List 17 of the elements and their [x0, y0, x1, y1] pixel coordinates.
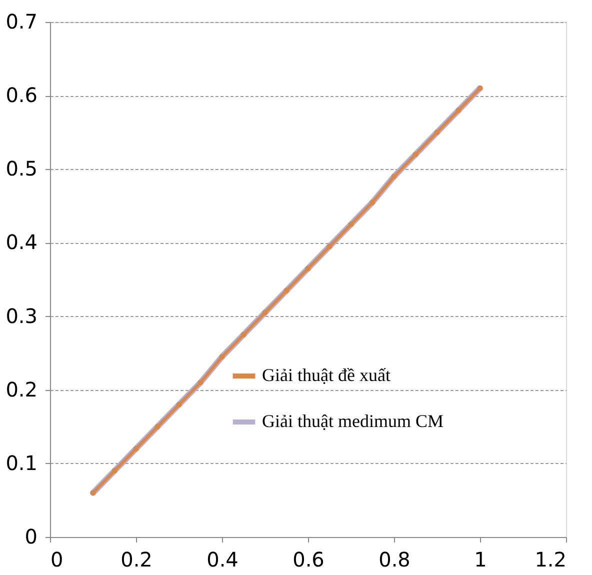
x-tick-label: 0.8 — [378, 548, 410, 572]
x-tick-label: 0 — [50, 548, 64, 572]
y-tick-label: 0 — [24, 524, 38, 548]
legend-label: Giải thuật đề xuất — [262, 365, 390, 385]
y-tick-label: 0.5 — [6, 156, 38, 181]
x-tick-label: 1 — [474, 548, 487, 572]
y-tick-label: 0.4 — [6, 230, 38, 254]
legend-label: Giải thuật medimum CM — [262, 411, 444, 431]
y-tick-label: 0.6 — [6, 83, 38, 108]
x-tick-label: 1.2 — [534, 548, 566, 572]
x-tick-label: 0.6 — [292, 548, 324, 572]
y-tick-label: 0.1 — [6, 450, 38, 475]
x-tick-label: 0.4 — [206, 548, 238, 572]
y-tick-label: 0.2 — [6, 377, 38, 402]
y-tick-label: 0.3 — [6, 304, 38, 328]
y-tick-label: 0.7 — [6, 10, 38, 34]
x-tick-label: 0.2 — [120, 548, 152, 572]
